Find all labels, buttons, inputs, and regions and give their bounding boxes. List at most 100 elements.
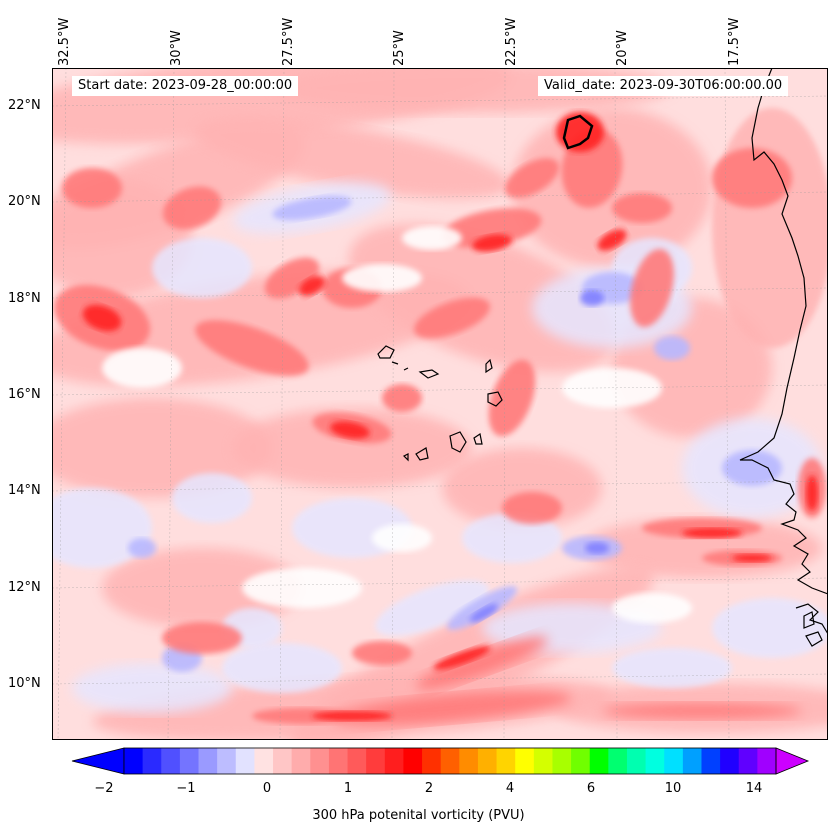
- pv-contour-patch: [462, 513, 562, 563]
- pv-contour-patch: [264, 257, 320, 299]
- colorbar-swatch: [440, 748, 460, 774]
- island: [391, 361, 399, 365]
- colorbar-tick-label: 14: [745, 781, 763, 796]
- pv-contour-patch: [682, 528, 742, 538]
- lat-tick-label: 16°N: [8, 387, 41, 402]
- pv-contour-patch: [469, 603, 499, 623]
- meridian: [503, 68, 506, 740]
- colorbar-swatch: [291, 748, 311, 774]
- colorbar-tick-label: −1: [176, 781, 196, 796]
- colorbar-swatch: [477, 748, 498, 774]
- pv-contour-patch: [433, 646, 491, 670]
- pv-contour-patch: [252, 708, 352, 724]
- pv-contour-patch: [712, 108, 828, 348]
- pv-contour-patch: [62, 168, 122, 208]
- island: [473, 433, 483, 445]
- lon-tick-label: 32.5°W: [57, 17, 72, 66]
- pv-contour-patch: [447, 586, 517, 630]
- island: [487, 391, 503, 407]
- parallel: [52, 577, 828, 589]
- colorbar-tick-label: −2: [94, 781, 114, 796]
- colorbar-swatch: [459, 748, 479, 774]
- colorbar-title: 300 hPa potenital vorticity (PVU): [312, 808, 525, 823]
- pv-contour-patch: [585, 542, 609, 554]
- parallel: [52, 673, 828, 685]
- colorbar-swatch: [515, 748, 535, 774]
- parallel: [52, 191, 828, 203]
- pv-contour-patch: [152, 238, 252, 298]
- pv-contour-patch: [128, 538, 156, 558]
- lon-tick-label: 17.5°W: [727, 17, 742, 66]
- pv-contour-patch: [722, 450, 782, 486]
- pv-contour-patch: [502, 492, 562, 524]
- pv-contour-patch: [352, 641, 412, 665]
- lon-tick-label: 25°W: [392, 30, 407, 66]
- colorbar-swatch: [198, 748, 218, 774]
- colorbar-tick-label: 2: [424, 781, 434, 796]
- colorbar-swatch: [403, 748, 423, 774]
- colorbar-swatch: [347, 748, 367, 774]
- pv-contour-patch: [414, 297, 490, 339]
- parallel: [52, 480, 828, 492]
- pv-contour-patch: [612, 648, 732, 688]
- colorbar-swatch: [328, 748, 349, 774]
- pv-contour-patch: [488, 359, 536, 437]
- pv-contour-patch: [416, 636, 548, 690]
- colorbar-tick-label: 1: [343, 781, 353, 796]
- colorbar-under-arrow: [71, 747, 125, 775]
- meridian: [391, 68, 395, 740]
- pv-contour-patch: [162, 622, 242, 654]
- pv-contour-patch: [732, 554, 772, 562]
- parallel: [52, 384, 828, 396]
- island: [418, 369, 440, 379]
- colorbar-swatch: [124, 748, 144, 774]
- lon-tick-label: 27.5°W: [281, 17, 296, 66]
- pv-contour-patch: [597, 229, 627, 251]
- pv-contour-patch: [580, 290, 604, 306]
- pv-contour-patch: [82, 304, 122, 332]
- pv-contour-patch: [342, 264, 422, 292]
- pv-contour-patch: [348, 224, 616, 372]
- colorbar-swatch: [682, 748, 702, 774]
- pv-contour-patch: [222, 643, 342, 693]
- island: [415, 447, 429, 461]
- map-panel: [52, 68, 828, 740]
- colorbar-swatch: [701, 748, 721, 774]
- colorbar-tick-label: 4: [505, 781, 515, 796]
- lat-tick-label: 20°N: [8, 194, 41, 209]
- colorbar: [71, 747, 810, 775]
- coastline-fragment: [795, 603, 828, 635]
- pv-contour-patch: [402, 226, 462, 250]
- pv-contour-patch: [472, 234, 512, 252]
- pv-contour-patch: [299, 276, 325, 296]
- lon-tick-label: 20°W: [615, 30, 630, 66]
- start-date-label: Start date: 2023-09-28_00:00:00: [72, 76, 299, 96]
- colorbar-swatch: [738, 748, 758, 774]
- lat-tick-label: 12°N: [8, 580, 41, 595]
- island: [402, 453, 409, 462]
- colorbar-swatch: [217, 748, 237, 774]
- pv-contour-patch: [232, 408, 472, 488]
- pv-contour-patch: [630, 249, 674, 327]
- lat-tick-label: 10°N: [8, 676, 41, 691]
- colorbar-swatch: [142, 748, 162, 774]
- pv-field: [52, 68, 828, 740]
- pv-contour-patch: [612, 193, 672, 223]
- pv-contour-patch: [242, 568, 362, 608]
- meridian: [279, 68, 285, 740]
- pv-contour-patch: [372, 524, 432, 552]
- pv-contour-patch: [806, 475, 818, 511]
- cape-verde-islands: [377, 345, 503, 462]
- colorbar-swatch: [645, 748, 665, 774]
- island: [377, 345, 395, 359]
- colorbar-tick-label: 10: [664, 781, 682, 796]
- pv-contour-patch: [612, 593, 692, 623]
- colorbar-swatch: [179, 748, 200, 774]
- colorbar-swatch: [720, 748, 740, 774]
- pv-contour-max: [562, 114, 594, 150]
- colorbar-swatch: [366, 748, 386, 774]
- meridian: [167, 68, 175, 740]
- island: [403, 367, 409, 371]
- coastline-fragment: [803, 611, 823, 647]
- meridian: [614, 68, 618, 740]
